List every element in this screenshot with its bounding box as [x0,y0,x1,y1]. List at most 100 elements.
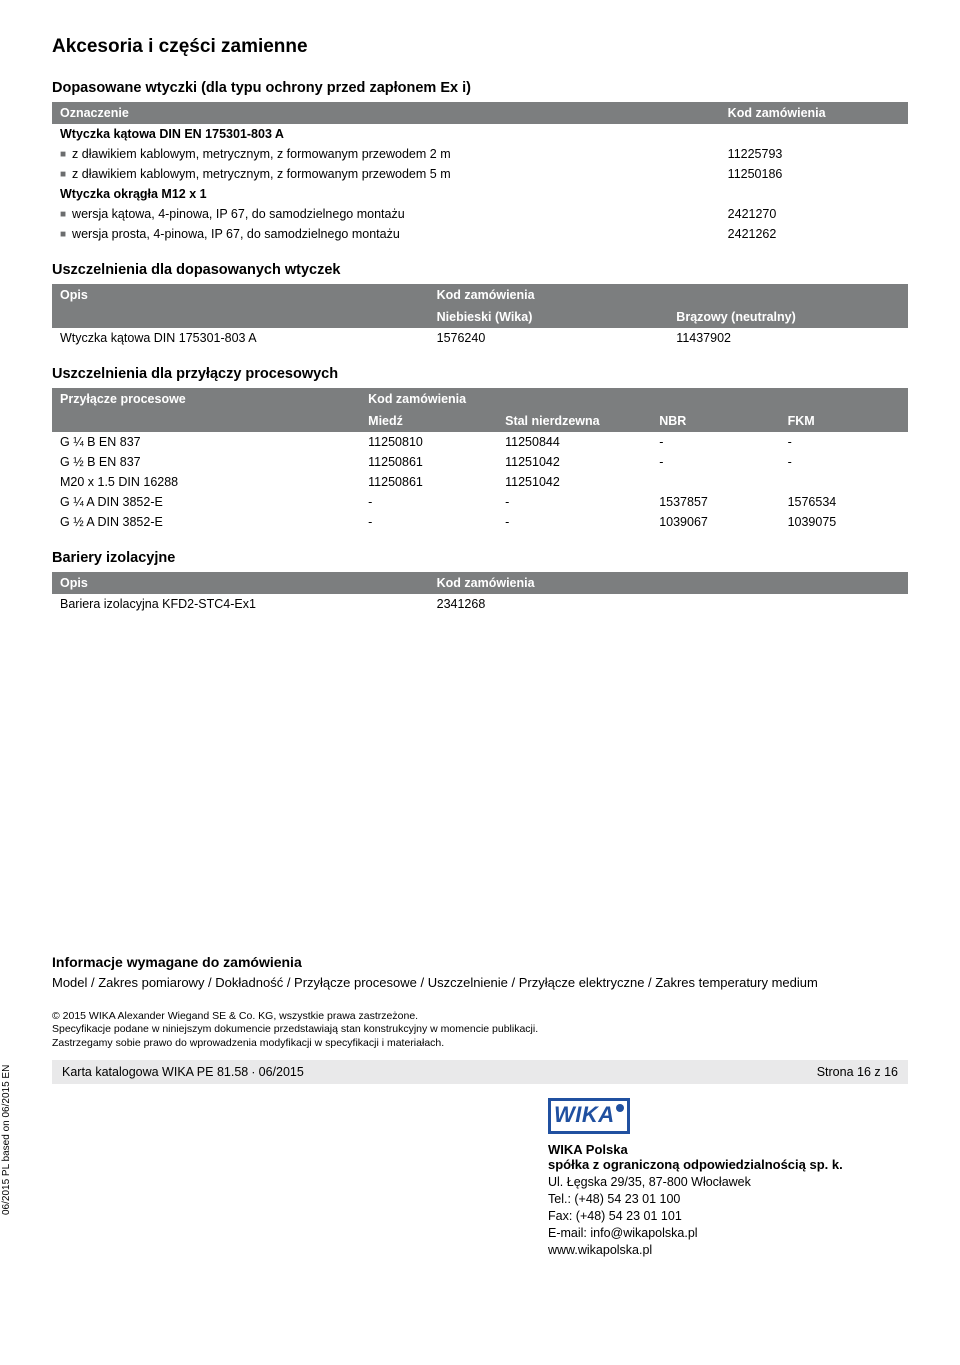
company-line: E-mail: info@wikapolska.pl [548,1225,908,1242]
th-nbr: NBR [651,410,779,432]
cell-code: 2421270 [720,204,908,224]
cell-code: 1576240 [429,328,669,348]
cell-code: 11250810 [360,432,497,452]
cell-code: 11250844 [497,432,651,452]
cell-code [651,472,779,492]
cell-label: G ½ A DIN 3852-E [52,512,360,532]
cell-code [720,124,908,144]
page-title: Akcesoria i części zamienne [52,36,908,58]
table-row: G ¼ A DIN 3852-E--15378571576534 [52,492,908,512]
table-row: M20 x 1.5 DIN 162881125086111251042 [52,472,908,492]
fineprint-line: Zastrzegamy sobie prawo do wprowadzenia … [52,1037,908,1051]
barriers-table: Opis Kod zamówienia Bariera izolacyjna K… [52,572,908,614]
section1-title: Dopasowane wtyczki (dla typu ochrony prz… [52,80,908,96]
cell-label: G ¼ A DIN 3852-E [52,492,360,512]
cell-code: 11225793 [720,144,908,164]
footer-block: Informacje wymagane do zamówienia Model … [52,954,908,1259]
cell-code: - [497,492,651,512]
fineprint: © 2015 WIKA Alexander Wiegand SE & Co. K… [52,1010,908,1051]
cell-code: - [360,492,497,512]
table-row: Bariera izolacyjna KFD2-STC4-Ex12341268 [52,594,908,614]
table-row: z dławikiem kablowym, metrycznym, z form… [52,144,908,164]
cell-label: wersja kątowa, 4-pinowa, IP 67, do samod… [52,204,720,224]
page-number: Strona 16 z 16 [817,1065,898,1079]
th-niebieski: Niebieski (Wika) [429,306,669,328]
company-name: WIKA Polska [548,1142,908,1157]
seals-plugs-table: Opis Kod zamówienia Niebieski (Wika) Brą… [52,284,908,348]
cell-code: 1039075 [780,512,908,532]
order-info-title: Informacje wymagane do zamówienia [52,954,908,970]
cell-label: Bariera izolacyjna KFD2-STC4-Ex1 [52,594,429,614]
cell-label: z dławikiem kablowym, metrycznym, z form… [52,164,720,184]
wika-logo-text: WIKA [554,1102,615,1127]
cell-code: 11250861 [360,472,497,492]
cell-code: - [360,512,497,532]
cell-code: 11437902 [668,328,908,348]
cell-code: - [780,432,908,452]
company-address: Ul. Łęgska 29/35, 87-800 Włocławek Tel.:… [548,1174,908,1258]
company-line: www.wikapolska.pl [548,1242,908,1259]
company-line: Ul. Łęgska 29/35, 87-800 Włocławek [548,1174,908,1191]
cell-code: - [651,452,779,472]
order-info-text: Model / Zakres pomiarowy / Dokładność / … [52,974,908,992]
company-subname: spółka z ograniczoną odpowiedzialnością … [548,1157,908,1172]
plugs-table: Oznaczenie Kod zamówienia Wtyczka kątowa… [52,102,908,244]
company-block: WIKA WIKA Polska spółka z ograniczoną od… [52,1098,908,1258]
cell-code: 1537857 [651,492,779,512]
cell-label: z dławikiem kablowym, metrycznym, z form… [52,144,720,164]
cell-code: 11250861 [360,452,497,472]
cell-code: - [780,452,908,472]
cell-code: 1039067 [651,512,779,532]
fineprint-line: Specyfikacje podane w niniejszym dokumen… [52,1023,908,1037]
table-row: G ¼ B EN 8371125081011250844-- [52,432,908,452]
th-kod: Kod zamówienia [360,388,908,410]
section4-title: Bariery izolacyjne [52,550,908,566]
th-brazowy: Brązowy (neutralny) [668,306,908,328]
cell-code: 2421262 [720,224,908,244]
table-row: G ½ A DIN 3852-E--10390671039075 [52,512,908,532]
cell-label: Wtyczka okrągła M12 x 1 [52,184,720,204]
section3-title: Uszczelnienia dla przyłączy procesowych [52,366,908,382]
fineprint-line: © 2015 WIKA Alexander Wiegand SE & Co. K… [52,1010,908,1024]
cell-code [720,184,908,204]
cell-code: - [651,432,779,452]
seals-process-table: Przyłącze procesowe Kod zamówienia Miedź… [52,388,908,532]
cell-code: - [497,512,651,532]
table-row: z dławikiem kablowym, metrycznym, z form… [52,164,908,184]
bottom-bar: Karta katalogowa WIKA PE 81.58 ∙ 06/2015… [52,1060,908,1084]
th-opis: Opis [52,572,429,594]
wika-logo-dot-icon [616,1104,624,1112]
table-row: wersja kątowa, 4-pinowa, IP 67, do samod… [52,204,908,224]
th-miedz: Miedź [360,410,497,432]
table-row: Wtyczka kątowa DIN EN 175301-803 A [52,124,908,144]
th-stal: Stal nierdzewna [497,410,651,432]
th-kod: Kod zamówienia [429,572,908,594]
th-oznaczenie: Oznaczenie [52,102,720,124]
table-row: G ½ B EN 8371125086111251042-- [52,452,908,472]
cell-label: Wtyczka kątowa DIN EN 175301-803 A [52,124,720,144]
cell-code: 2341268 [429,594,908,614]
cell-code: 1576534 [780,492,908,512]
cell-code: 11251042 [497,452,651,472]
th-kod: Kod zamówienia [429,284,908,306]
company-line: Tel.: (+48) 54 23 01 100 [548,1191,908,1208]
table-row: wersja prosta, 4-pinowa, IP 67, do samod… [52,224,908,244]
th-kod: Kod zamówienia [720,102,908,124]
cell-label: Wtyczka kątowa DIN 175301-803 A [52,328,429,348]
cell-code: 11250186 [720,164,908,184]
company-line: Fax: (+48) 54 23 01 101 [548,1208,908,1225]
th-opis: Opis [52,284,429,328]
section2-title: Uszczelnienia dla dopasowanych wtyczek [52,262,908,278]
cell-label: wersja prosta, 4-pinowa, IP 67, do samod… [52,224,720,244]
cell-code [780,472,908,492]
catalog-ref: Karta katalogowa WIKA PE 81.58 ∙ 06/2015 [62,1065,304,1079]
cell-label: M20 x 1.5 DIN 16288 [52,472,360,492]
cell-label: G ¼ B EN 837 [52,432,360,452]
th-fkm: FKM [780,410,908,432]
th-przylacze: Przyłącze procesowe [52,388,360,432]
cell-label: G ½ B EN 837 [52,452,360,472]
table-row: Wtyczka kątowa DIN 175301-803 A157624011… [52,328,908,348]
cell-code: 11251042 [497,472,651,492]
side-vertical-label: 06/2015 PL based on 06/2015 EN [1,1065,12,1215]
table-row: Wtyczka okrągła M12 x 1 [52,184,908,204]
